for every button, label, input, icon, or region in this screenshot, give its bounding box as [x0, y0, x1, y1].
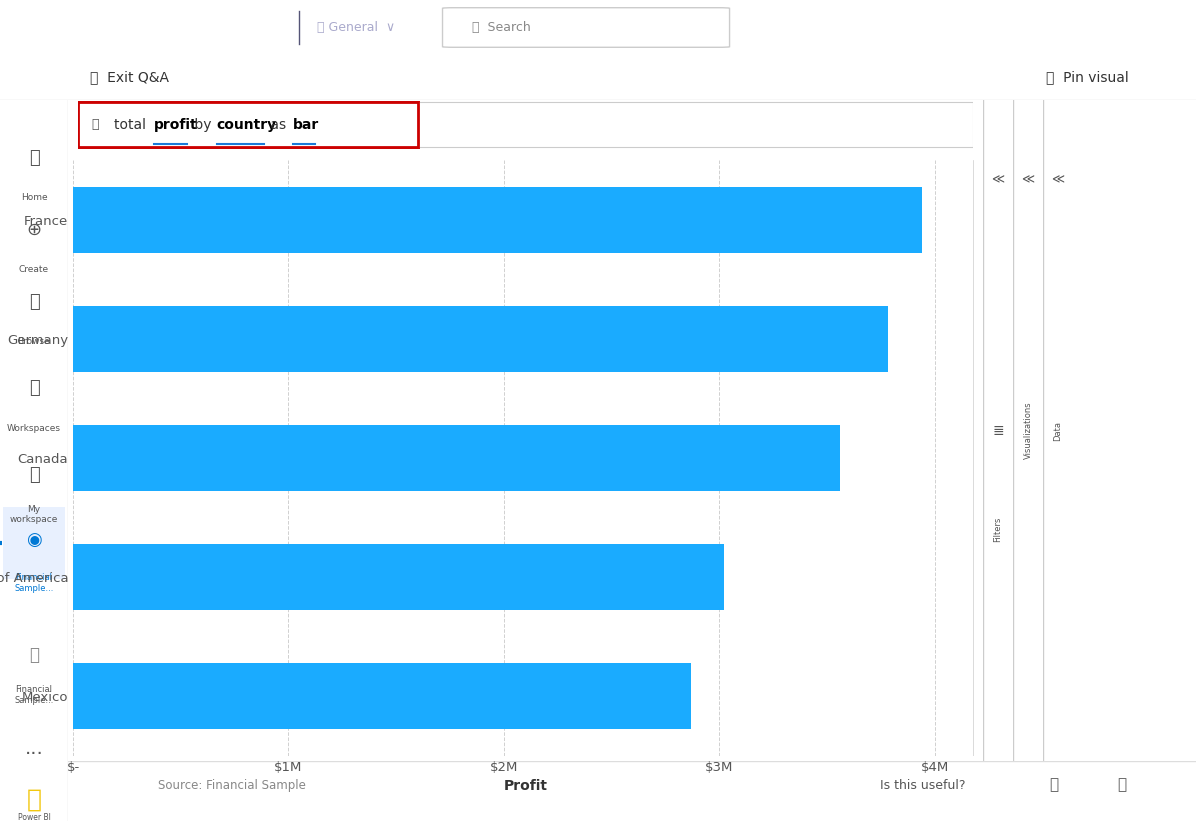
- Text: ?: ?: [917, 21, 925, 34]
- Text: ⚙: ⚙: [819, 21, 831, 34]
- Text: Create: Create: [19, 265, 49, 274]
- Bar: [73, 187, 922, 253]
- Text: ≪: ≪: [991, 172, 1005, 186]
- Text: Financial
Sample...: Financial Sample...: [14, 686, 54, 704]
- Text: Financial Sample  dashboard: Financial Sample dashboard: [42, 20, 262, 35]
- Text: total: total: [114, 118, 151, 132]
- Text: Home: Home: [20, 193, 48, 202]
- Text: Workspaces: Workspaces: [7, 424, 61, 433]
- Text: ⬛: ⬛: [26, 787, 42, 811]
- X-axis label: Profit: Profit: [504, 779, 548, 793]
- Text: by: by: [190, 118, 215, 132]
- Text: Data: Data: [1054, 420, 1062, 441]
- Text: 🏠: 🏠: [29, 149, 39, 167]
- Text: Filters: Filters: [994, 517, 1002, 543]
- Bar: [4, 507, 65, 580]
- Text: Financial
Sample...: Financial Sample...: [14, 573, 54, 593]
- Text: ⊕: ⊕: [26, 221, 42, 239]
- Text: 👍: 👍: [1049, 777, 1058, 792]
- Text: 🔔: 🔔: [773, 21, 782, 34]
- Text: ≪: ≪: [1051, 172, 1064, 186]
- Text: 👤: 👤: [29, 466, 39, 484]
- Text: 💬: 💬: [91, 118, 99, 131]
- Bar: [73, 663, 691, 729]
- Text: Visualizations: Visualizations: [1024, 401, 1032, 459]
- Text: ...: ...: [25, 740, 43, 759]
- Bar: [73, 544, 724, 610]
- Text: ☺: ☺: [962, 21, 976, 34]
- Text: Is this useful?: Is this useful?: [880, 778, 965, 791]
- FancyBboxPatch shape: [78, 103, 419, 148]
- Text: profit: profit: [154, 118, 197, 132]
- Text: country: country: [216, 118, 276, 132]
- Text: 🛡 General  ∨: 🛡 General ∨: [317, 21, 395, 34]
- Text: ≪: ≪: [1021, 172, 1035, 186]
- Bar: [73, 306, 887, 372]
- Text: ≣: ≣: [993, 424, 1003, 438]
- Text: 🔍  Search: 🔍 Search: [472, 21, 531, 34]
- Text: Source: Financial Sample: Source: Financial Sample: [158, 778, 306, 791]
- Text: ◉: ◉: [26, 531, 42, 548]
- Text: 〈  Exit Q&A: 〈 Exit Q&A: [90, 71, 169, 85]
- Text: 📌  Pin visual: 📌 Pin visual: [1046, 71, 1129, 85]
- FancyBboxPatch shape: [443, 7, 730, 48]
- Text: Power BI: Power BI: [18, 813, 50, 821]
- Text: bar: bar: [293, 118, 319, 132]
- Text: My
workspace: My workspace: [10, 505, 59, 525]
- FancyBboxPatch shape: [78, 103, 419, 148]
- Text: 🖥: 🖥: [29, 379, 39, 397]
- Text: Browse: Browse: [18, 337, 50, 346]
- FancyBboxPatch shape: [78, 103, 974, 148]
- Text: 📁: 📁: [29, 293, 39, 311]
- Text: as: as: [266, 118, 291, 132]
- Text: 👎: 👎: [1117, 777, 1127, 792]
- Text: 📊: 📊: [29, 646, 39, 664]
- Text: ⬇: ⬇: [867, 21, 879, 34]
- Bar: [73, 425, 840, 491]
- Text: 👤: 👤: [1036, 21, 1045, 34]
